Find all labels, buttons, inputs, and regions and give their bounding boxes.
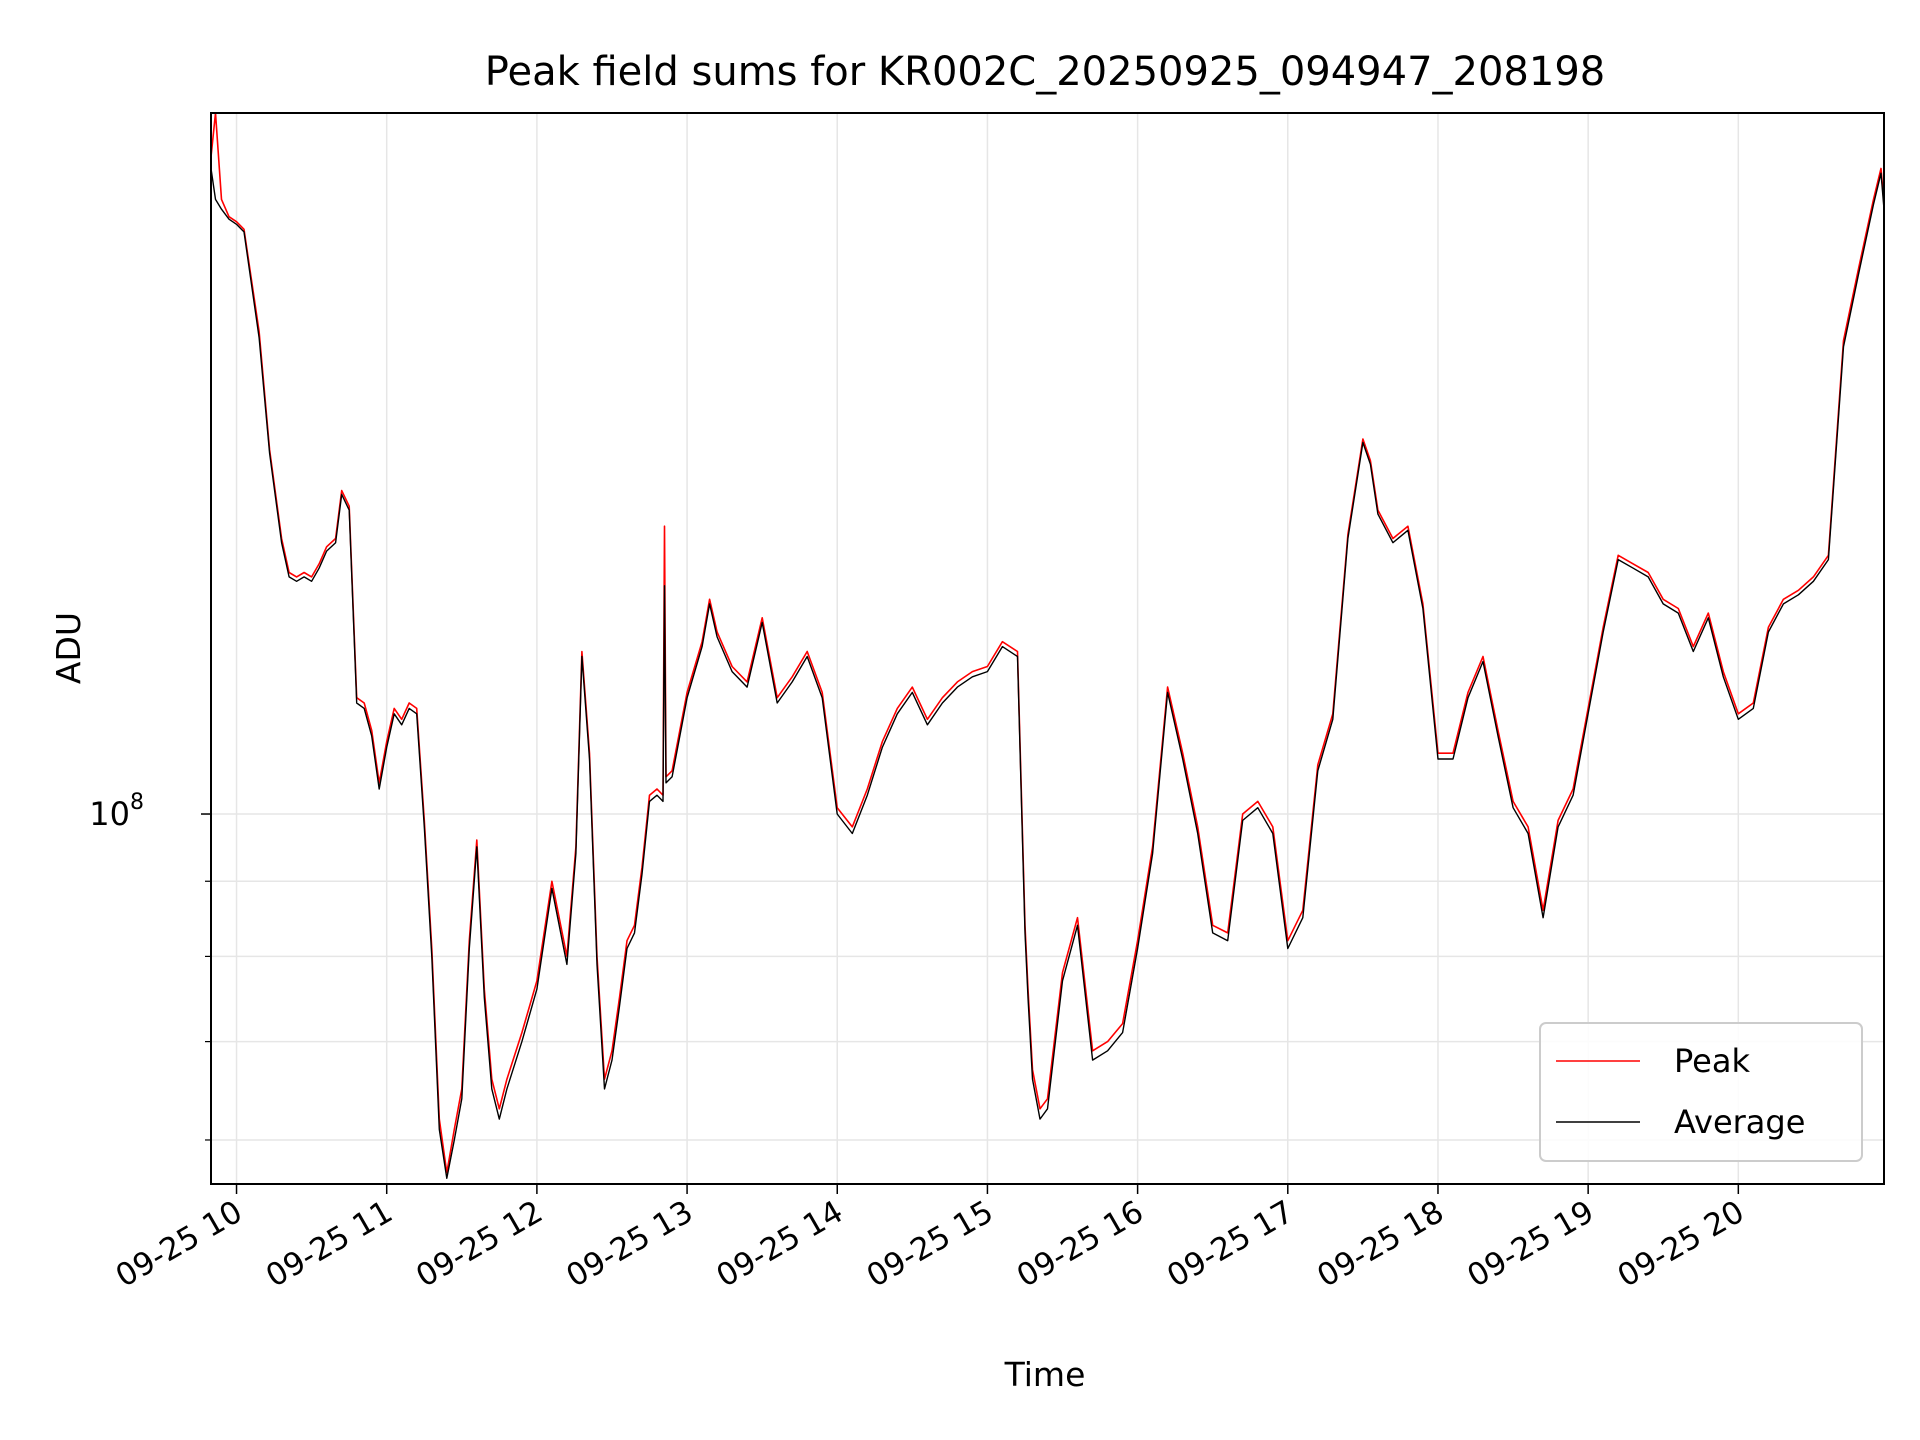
y-axis-label: ADU (49, 612, 88, 684)
series-line-average (211, 168, 1884, 1179)
y-tick-exponent: 8 (130, 790, 144, 815)
y-tick-label: 108 (89, 790, 144, 833)
legend-label-peak: Peak (1674, 1042, 1750, 1080)
y-axis: 108 (89, 790, 211, 1141)
legend-box (1539, 1022, 1863, 1162)
plot-area (210, 112, 1885, 1185)
grid (211, 113, 1884, 1184)
series-line-peak (211, 113, 1884, 1174)
x-axis-label: Time (1004, 1355, 1086, 1394)
axes-frame (210, 112, 1885, 1185)
chart-title: Peak field sums for KR002C_20250925_0949… (485, 49, 1605, 95)
y-tick-base: 10 (89, 795, 130, 833)
legend: Peak Average (1539, 1022, 1863, 1162)
legend-label-average: Average (1674, 1103, 1805, 1141)
